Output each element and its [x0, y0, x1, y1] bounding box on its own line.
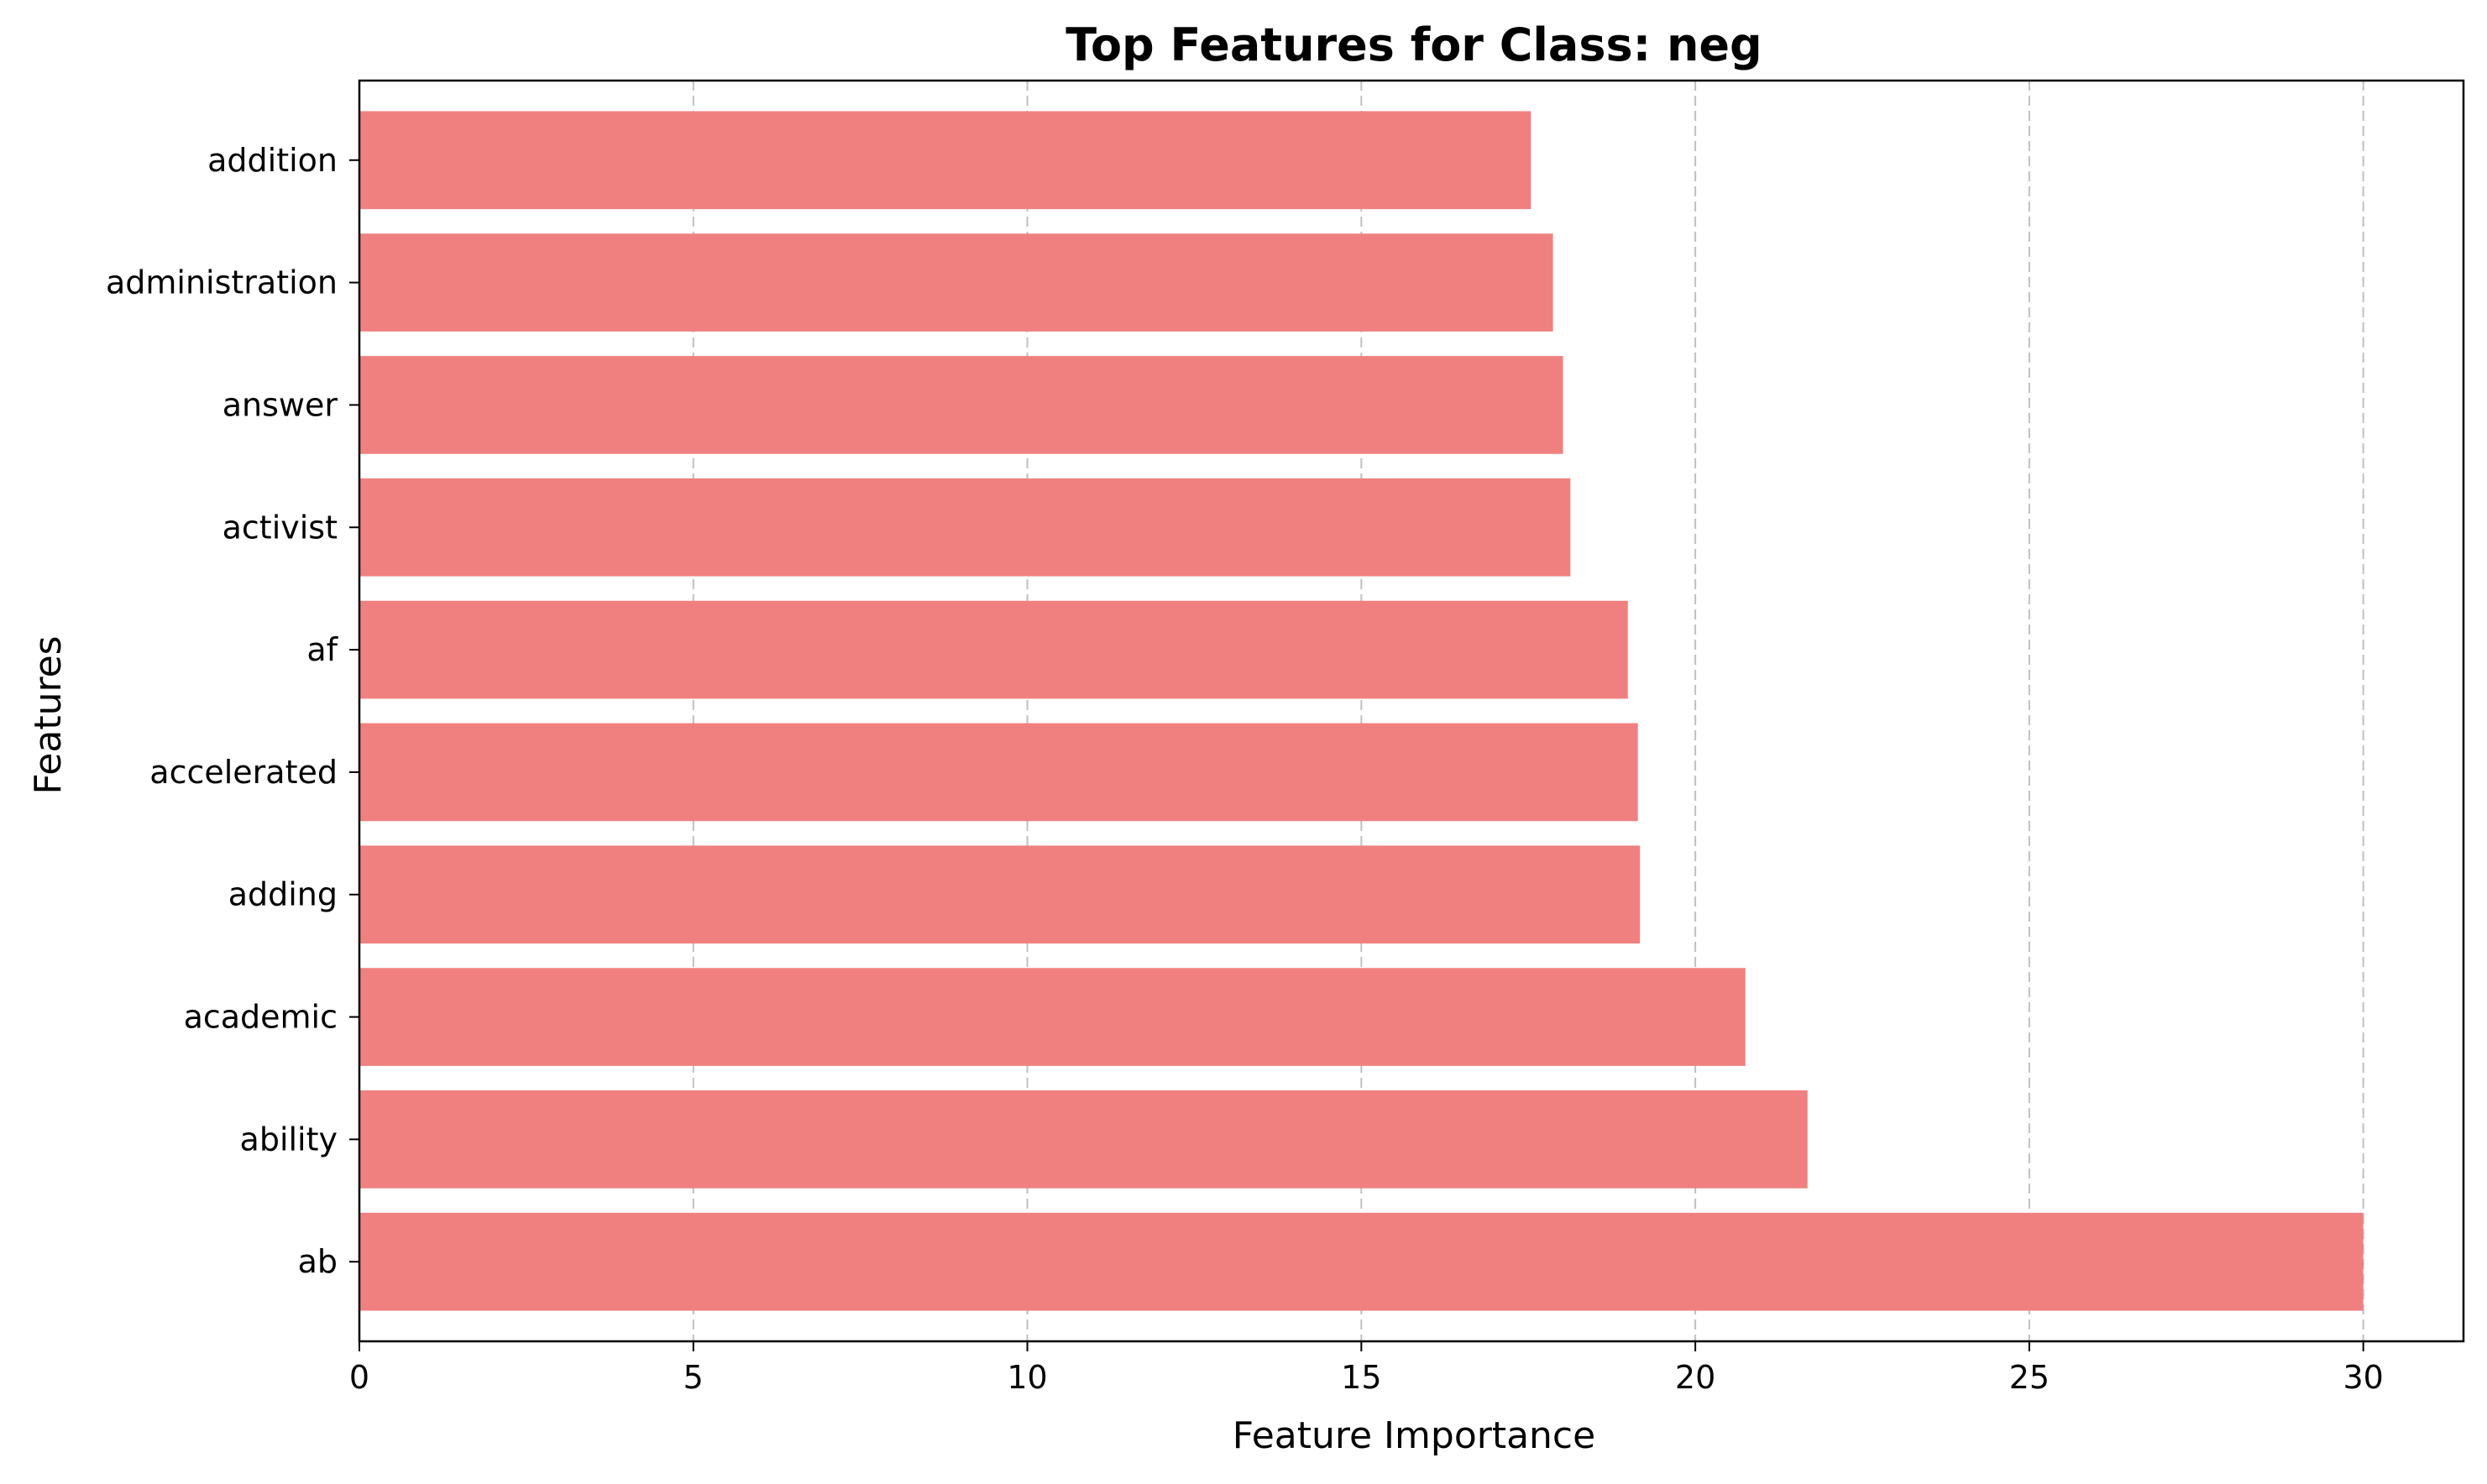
y-axis-label: Features: [27, 635, 70, 794]
y-tick-label: addition: [207, 142, 338, 179]
x-axis-label: Feature Importance: [1233, 1414, 1595, 1457]
y-tick-label: accelerated: [149, 754, 338, 791]
x-ticks: 0 5 10 15 20 25 30: [349, 1341, 2384, 1396]
bar-ability: [359, 1090, 1808, 1189]
y-tick-label: answer: [223, 386, 338, 423]
bar-addition: [359, 111, 1531, 210]
bar-administration: [359, 233, 1553, 332]
bar-activist: [359, 478, 1571, 577]
y-tick-label: ab: [298, 1243, 338, 1280]
bar-ab: [359, 1212, 2364, 1311]
bar-answer: [359, 356, 1563, 454]
y-tick-label: activist: [223, 509, 338, 546]
x-tick-label: 25: [2009, 1359, 2050, 1396]
y-tick-label: academic: [184, 999, 338, 1036]
y-ticks: ab ability academic adding accelerated af acti…: [106, 142, 359, 1280]
y-tick-label: adding: [228, 876, 338, 913]
x-tick-label: 15: [1341, 1359, 1381, 1396]
chart-title: Top Features for Class: neg: [1065, 18, 1762, 71]
y-tick-label: ability: [240, 1121, 338, 1157]
x-tick-label: 0: [349, 1359, 369, 1396]
plot-frame: [358, 79, 2465, 1343]
x-tick-label: 30: [2343, 1359, 2383, 1396]
x-tick-label: 5: [683, 1359, 704, 1396]
x-tick-label: 10: [1007, 1359, 1047, 1396]
bar-academic: [359, 968, 1746, 1066]
bar-af: [359, 600, 1628, 699]
bar-adding: [359, 845, 1641, 944]
y-tick-label: administration: [106, 264, 338, 301]
y-tick-label: af: [306, 631, 338, 668]
x-tick-label: 20: [1675, 1359, 1715, 1396]
bar-accelerated: [359, 723, 1638, 822]
bars: [359, 111, 2364, 1311]
